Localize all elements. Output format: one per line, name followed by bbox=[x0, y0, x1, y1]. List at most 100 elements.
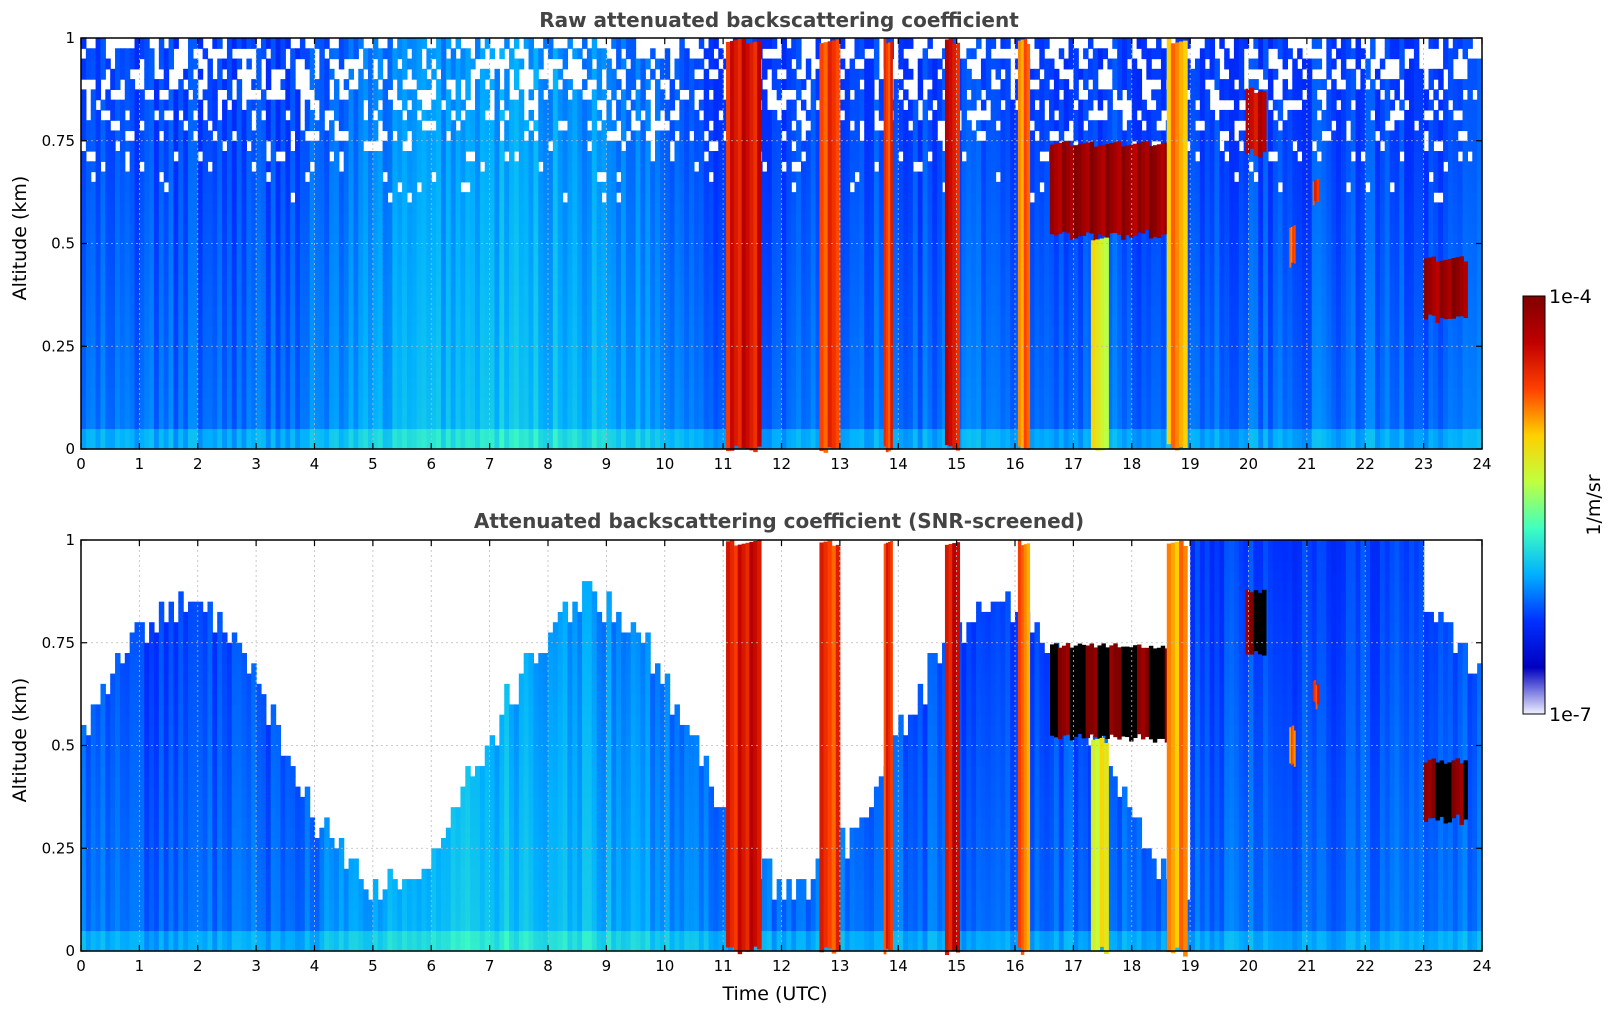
feature-5-strip bbox=[1069, 146, 1075, 240]
feature-6-strip bbox=[1095, 738, 1101, 952]
feature-3-strip bbox=[952, 43, 957, 449]
feature-9-strip bbox=[1439, 260, 1445, 318]
y-tick-label: 0.5 bbox=[51, 235, 75, 253]
screened-grid bbox=[81, 540, 1482, 951]
feature-8-strip bbox=[1253, 590, 1259, 652]
x-tick-label: 1 bbox=[135, 957, 145, 975]
x-tick-label: 24 bbox=[1472, 455, 1491, 473]
feature-3-strip bbox=[948, 38, 953, 447]
feature-0-strip bbox=[726, 541, 731, 948]
x-tick-label: 2 bbox=[193, 957, 203, 975]
feature-5-strip bbox=[1113, 142, 1118, 233]
colorbar: 1e-4 1e-7 1/m/sr bbox=[1522, 286, 1605, 726]
x-tick-label: 14 bbox=[889, 455, 908, 473]
feature-1-strip bbox=[819, 542, 825, 953]
feature-9-strip bbox=[1423, 762, 1429, 822]
feature-8-strip bbox=[1249, 592, 1255, 655]
y-tick-label: 0.25 bbox=[42, 337, 75, 355]
feature-1-strip bbox=[819, 43, 825, 452]
feature-0-strip bbox=[726, 41, 731, 452]
feature-5-strip bbox=[1101, 643, 1106, 736]
feature-5-strip bbox=[1133, 645, 1138, 738]
feature-2-strip bbox=[885, 43, 889, 453]
x-tick-label: 18 bbox=[1122, 455, 1141, 473]
x-tick-label: 19 bbox=[1181, 957, 1200, 975]
feature-0-strip bbox=[757, 40, 762, 447]
feature-1-strip bbox=[831, 545, 837, 954]
feature-5-strip bbox=[1081, 644, 1087, 739]
feature-5-strip bbox=[1073, 145, 1079, 239]
feature-10-strip bbox=[1312, 181, 1315, 206]
feature-0-strip bbox=[745, 542, 750, 952]
feature-10-strip bbox=[1312, 680, 1315, 702]
feature-5-strip bbox=[1160, 143, 1166, 235]
feature-0-strip bbox=[737, 39, 743, 449]
feature-4-strip bbox=[1023, 38, 1028, 449]
feature-5-strip bbox=[1144, 647, 1150, 737]
raw-grid bbox=[81, 38, 1482, 449]
x-tick-label: 16 bbox=[1005, 957, 1024, 975]
feature-9-strip bbox=[1447, 762, 1452, 823]
x-tick-label: 13 bbox=[830, 455, 849, 473]
feature-0-strip bbox=[753, 41, 758, 453]
feature-5-strip bbox=[1133, 143, 1138, 236]
feature-5-strip bbox=[1093, 146, 1098, 241]
feature-5-strip bbox=[1101, 144, 1106, 237]
y-tick-label: 0 bbox=[65, 440, 75, 458]
feature-5-strip bbox=[1085, 645, 1091, 739]
screened-y-ticks: 0 0.25 0.5 0.75 1 bbox=[42, 531, 1482, 960]
feature-5-strip bbox=[1121, 146, 1126, 240]
feature-2-strip bbox=[888, 541, 891, 950]
feature-3-strip bbox=[944, 39, 950, 446]
feature-9-strip bbox=[1455, 758, 1460, 815]
feature-0-strip bbox=[741, 38, 746, 449]
x-tick-label: 21 bbox=[1297, 455, 1316, 473]
feature-4-strip bbox=[1023, 544, 1028, 952]
feature-3-strip bbox=[952, 543, 957, 952]
feature-2-strip bbox=[890, 41, 893, 450]
feature-7-strip bbox=[1166, 543, 1172, 953]
feature-5-strip bbox=[1129, 144, 1134, 238]
screened-panel-title: Attenuated backscattering coefficient (S… bbox=[474, 509, 1084, 533]
feature-3-strip bbox=[948, 543, 953, 951]
feature-11-strip bbox=[1290, 226, 1293, 263]
feature-8-strip bbox=[1257, 592, 1263, 655]
feature-10-strip bbox=[1315, 685, 1318, 710]
feature-5-strip bbox=[1109, 143, 1114, 234]
x-tick-label: 9 bbox=[602, 957, 612, 975]
feature-7-strip bbox=[1170, 43, 1176, 450]
x-tick-label: 3 bbox=[251, 455, 261, 473]
x-tick-label: 15 bbox=[947, 455, 966, 473]
feature-1-strip bbox=[827, 41, 833, 448]
x-tick-label: 7 bbox=[485, 957, 495, 975]
feature-10-strip bbox=[1314, 679, 1317, 703]
feature-9-strip bbox=[1423, 258, 1429, 320]
feature-0-strip bbox=[733, 40, 739, 446]
feature-8-strip bbox=[1261, 91, 1267, 153]
feature-5-strip bbox=[1065, 140, 1071, 233]
feature-3-strip bbox=[944, 544, 950, 956]
x-tick-label: 15 bbox=[947, 957, 966, 975]
feature-5-strip bbox=[1144, 140, 1150, 230]
feature-5-strip bbox=[1156, 144, 1162, 238]
feature-6-strip bbox=[1090, 739, 1096, 951]
feature-9-strip bbox=[1451, 258, 1456, 319]
feature-5-strip bbox=[1089, 643, 1095, 735]
feature-5-strip bbox=[1113, 643, 1118, 738]
feature-9-strip bbox=[1447, 258, 1452, 319]
feature-9-strip bbox=[1451, 760, 1456, 819]
screened-backscatter-panel: Attenuated backscattering coefficient (S… bbox=[9, 509, 1492, 1005]
x-tick-label: 20 bbox=[1239, 455, 1258, 473]
x-tick-label: 19 bbox=[1181, 455, 1200, 473]
feature-4-strip bbox=[1026, 43, 1031, 450]
feature-0-strip bbox=[745, 43, 750, 450]
feature-9-strip bbox=[1455, 257, 1460, 317]
feature-11-strip bbox=[1293, 225, 1296, 264]
feature-8-strip bbox=[1261, 589, 1267, 656]
raw-panel-title: Raw attenuated backscattering coefficien… bbox=[539, 8, 1019, 32]
feature-5-strip bbox=[1061, 141, 1067, 232]
screened-panel-ylabel: Altitude (km) bbox=[9, 678, 31, 803]
feature-2-strip bbox=[883, 38, 887, 447]
feature-10-strip bbox=[1315, 179, 1318, 203]
x-tick-label: 6 bbox=[426, 957, 436, 975]
